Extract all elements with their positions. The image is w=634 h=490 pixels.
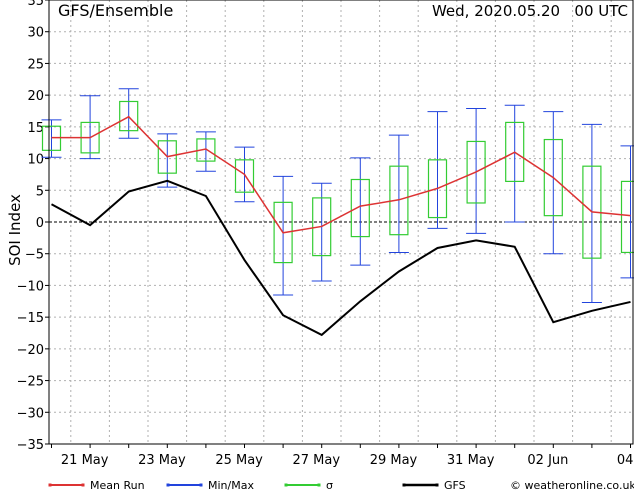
sigma-series bbox=[41, 100, 634, 264]
run-date-label: Wed, 2020.05.20 00 UTC bbox=[432, 2, 628, 20]
x-tick-label: 31 May bbox=[447, 453, 495, 468]
y-tick-label: −25 bbox=[17, 375, 44, 390]
y-tick-label: −30 bbox=[17, 406, 44, 421]
y-tick-label: 15 bbox=[27, 121, 44, 136]
sigma-box bbox=[389, 165, 409, 236]
credit-text: © weatheronline.co.uk bbox=[510, 479, 634, 490]
min-max-series bbox=[41, 88, 634, 304]
legend-label-mean-run: Mean Run bbox=[90, 479, 145, 490]
legend-marker bbox=[435, 483, 439, 487]
x-axis: 21 May 23 May 25 May 27 May 29 May 31 May 02 J… bbox=[51, 444, 634, 468]
y-tick-label: 25 bbox=[27, 57, 44, 72]
legend-marker bbox=[81, 483, 85, 487]
y-tick-label: −10 bbox=[17, 279, 44, 294]
legend-marker bbox=[166, 483, 170, 487]
y-tick-label: −15 bbox=[17, 311, 44, 326]
legend-label-min-max: Min/Max bbox=[208, 479, 254, 490]
x-tick-label: 25 May bbox=[215, 453, 263, 468]
sigma-box bbox=[312, 197, 332, 257]
sigma-box bbox=[620, 180, 634, 254]
sigma-box bbox=[427, 159, 448, 219]
x-tick-label: 29 May bbox=[370, 453, 418, 468]
legend-marker bbox=[402, 483, 406, 487]
y-tick-label: 0 bbox=[36, 216, 44, 231]
sigma-box bbox=[234, 159, 255, 193]
legend: Mean Run Min/Max σ GFS bbox=[48, 479, 466, 490]
legend-label-gfs: GFS bbox=[444, 479, 466, 490]
y-tick-label: 30 bbox=[27, 26, 44, 41]
plot-frame bbox=[48, 0, 634, 445]
sigma-box bbox=[196, 138, 216, 162]
sigma-box bbox=[119, 100, 139, 132]
x-tick-label: 04 bbox=[617, 453, 634, 468]
y-tick-label: 35 bbox=[27, 0, 44, 9]
x-tick-label: 23 May bbox=[138, 453, 186, 468]
legend-marker bbox=[48, 483, 52, 487]
sigma-box bbox=[273, 201, 293, 264]
y-axis-label: SOI Index bbox=[6, 194, 24, 266]
y-tick-label: 20 bbox=[27, 89, 44, 104]
y-tick-label: −20 bbox=[17, 343, 44, 358]
gfs-line bbox=[51, 179, 631, 337]
y-tick-label: 5 bbox=[36, 184, 44, 199]
x-tick-label: 02 Jun bbox=[527, 453, 568, 468]
y-tick-label: −35 bbox=[17, 438, 44, 453]
sigma-box bbox=[505, 121, 525, 183]
x-tick-label: 21 May bbox=[61, 453, 109, 468]
sigma-box bbox=[466, 140, 486, 204]
sigma-box bbox=[543, 138, 563, 217]
legend-marker bbox=[199, 483, 203, 487]
sigma-box bbox=[350, 178, 370, 238]
y-tick-label: 10 bbox=[27, 153, 44, 168]
legend-label-sigma: σ bbox=[326, 479, 333, 490]
legend-marker bbox=[284, 483, 288, 487]
sigma-box bbox=[157, 140, 177, 174]
chart-title: GFS/Ensemble bbox=[58, 1, 173, 20]
mean-run-line bbox=[51, 115, 631, 234]
x-tick-label: 27 May bbox=[293, 453, 341, 468]
y-axis: 35 30 25 20 15 10 5 0 −5 −10 −15 −20 −25 −30 −35 bbox=[17, 0, 49, 453]
legend-marker bbox=[317, 483, 321, 487]
y-tick-label: −5 bbox=[25, 248, 44, 263]
